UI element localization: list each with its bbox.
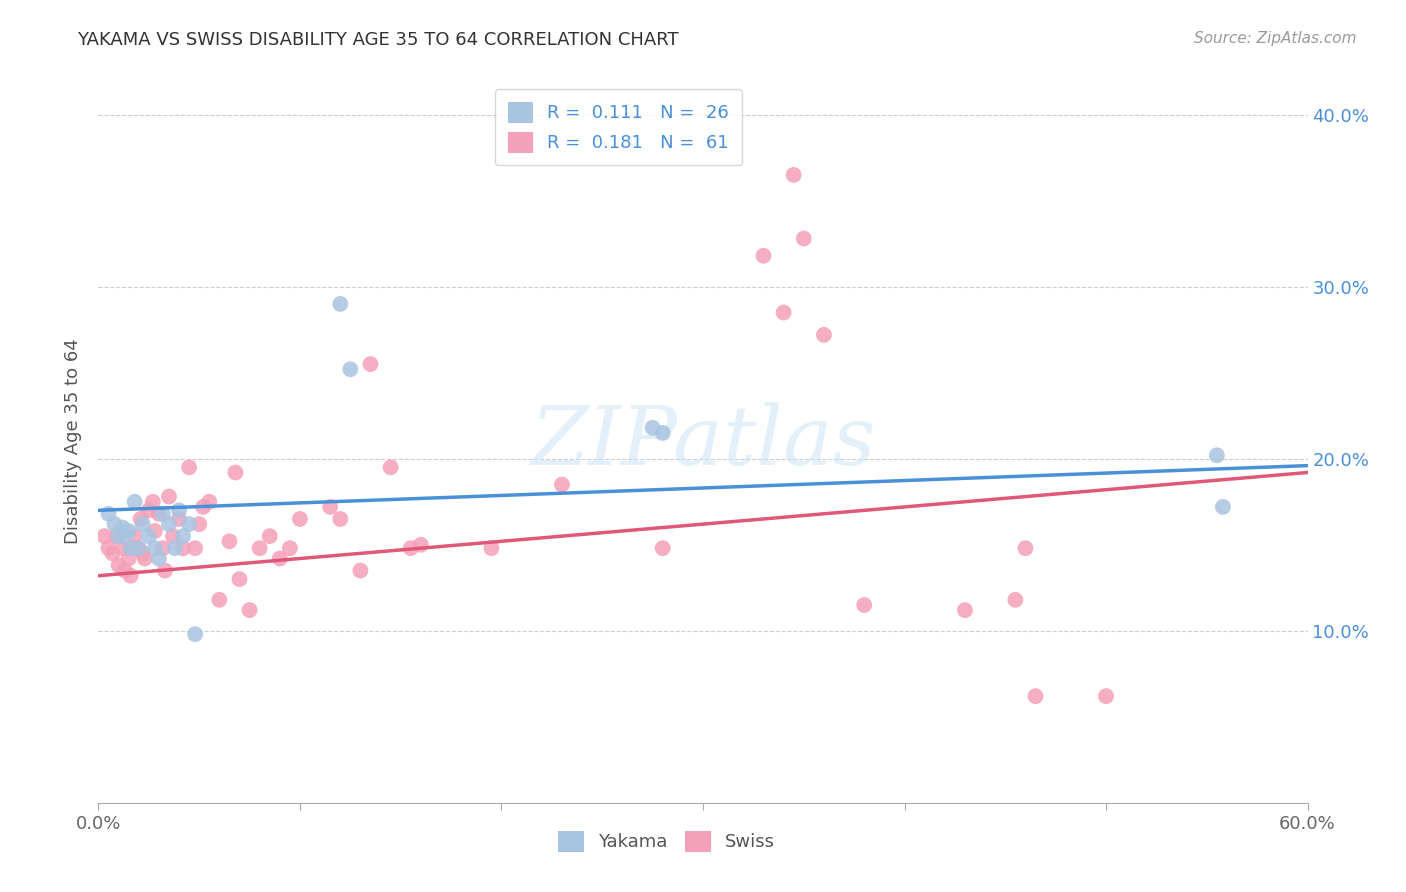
Point xyxy=(107,558,129,573)
Point xyxy=(1004,592,1026,607)
Point xyxy=(114,564,136,578)
Point xyxy=(349,564,371,578)
Point xyxy=(105,529,128,543)
Point xyxy=(224,466,246,480)
Point xyxy=(249,541,271,556)
Point xyxy=(143,524,166,538)
Point xyxy=(111,541,134,556)
Point xyxy=(953,603,976,617)
Point xyxy=(1095,689,1118,703)
Point xyxy=(114,529,136,543)
Point xyxy=(793,231,815,245)
Point xyxy=(409,538,432,552)
Point xyxy=(120,541,142,556)
Point xyxy=(380,460,402,475)
Point xyxy=(152,507,174,521)
Point xyxy=(134,551,156,566)
Point xyxy=(132,546,155,560)
Point xyxy=(218,534,240,549)
Point xyxy=(1206,448,1229,462)
Point xyxy=(179,517,201,532)
Point xyxy=(259,529,281,543)
Point xyxy=(111,520,134,534)
Point xyxy=(138,529,160,543)
Point xyxy=(101,546,124,560)
Point xyxy=(148,507,170,521)
Point xyxy=(1025,689,1047,703)
Point xyxy=(1014,541,1036,556)
Point xyxy=(783,168,806,182)
Point xyxy=(142,494,165,508)
Point xyxy=(93,529,115,543)
Point xyxy=(481,541,503,556)
Point xyxy=(153,564,176,578)
Point xyxy=(124,494,146,508)
Point xyxy=(172,529,194,543)
Point xyxy=(228,572,250,586)
Point xyxy=(152,541,174,556)
Point xyxy=(143,541,166,556)
Point xyxy=(329,297,352,311)
Point xyxy=(360,357,382,371)
Point xyxy=(103,517,125,532)
Point xyxy=(157,517,180,532)
Point xyxy=(752,249,775,263)
Point xyxy=(772,305,794,319)
Point xyxy=(148,551,170,566)
Point xyxy=(118,551,141,566)
Point xyxy=(157,490,180,504)
Point xyxy=(163,541,186,556)
Point xyxy=(107,529,129,543)
Text: Source: ZipAtlas.com: Source: ZipAtlas.com xyxy=(1194,31,1357,46)
Point xyxy=(129,512,152,526)
Point xyxy=(128,541,150,556)
Point xyxy=(162,529,184,543)
Point xyxy=(278,541,301,556)
Y-axis label: Disability Age 35 to 64: Disability Age 35 to 64 xyxy=(65,339,83,544)
Point xyxy=(198,494,221,508)
Point xyxy=(167,512,190,526)
Point xyxy=(239,603,262,617)
Point xyxy=(128,541,150,556)
Point xyxy=(813,327,835,342)
Point xyxy=(184,541,207,556)
Point xyxy=(179,460,201,475)
Point xyxy=(132,517,155,532)
Point xyxy=(399,541,422,556)
Text: YAKAMA VS SWISS DISABILITY AGE 35 TO 64 CORRELATION CHART: YAKAMA VS SWISS DISABILITY AGE 35 TO 64 … xyxy=(77,31,679,49)
Point xyxy=(853,598,876,612)
Point xyxy=(121,541,143,556)
Point xyxy=(1212,500,1234,514)
Point xyxy=(184,627,207,641)
Point xyxy=(651,541,673,556)
Point xyxy=(188,517,211,532)
Point xyxy=(172,541,194,556)
Point xyxy=(641,421,664,435)
Point xyxy=(329,512,352,526)
Point xyxy=(651,425,673,440)
Point xyxy=(269,551,291,566)
Text: ZIPatlas: ZIPatlas xyxy=(530,401,876,482)
Point xyxy=(120,568,142,582)
Point xyxy=(319,500,342,514)
Legend: Yakama, Swiss: Yakama, Swiss xyxy=(551,823,782,859)
Point xyxy=(193,500,215,514)
Point xyxy=(138,503,160,517)
Point xyxy=(97,541,120,556)
Point xyxy=(97,507,120,521)
Point xyxy=(288,512,311,526)
Point xyxy=(124,529,146,543)
Point xyxy=(208,592,231,607)
Point xyxy=(339,362,361,376)
Point xyxy=(167,503,190,517)
Point xyxy=(551,477,574,491)
Point xyxy=(118,524,141,538)
